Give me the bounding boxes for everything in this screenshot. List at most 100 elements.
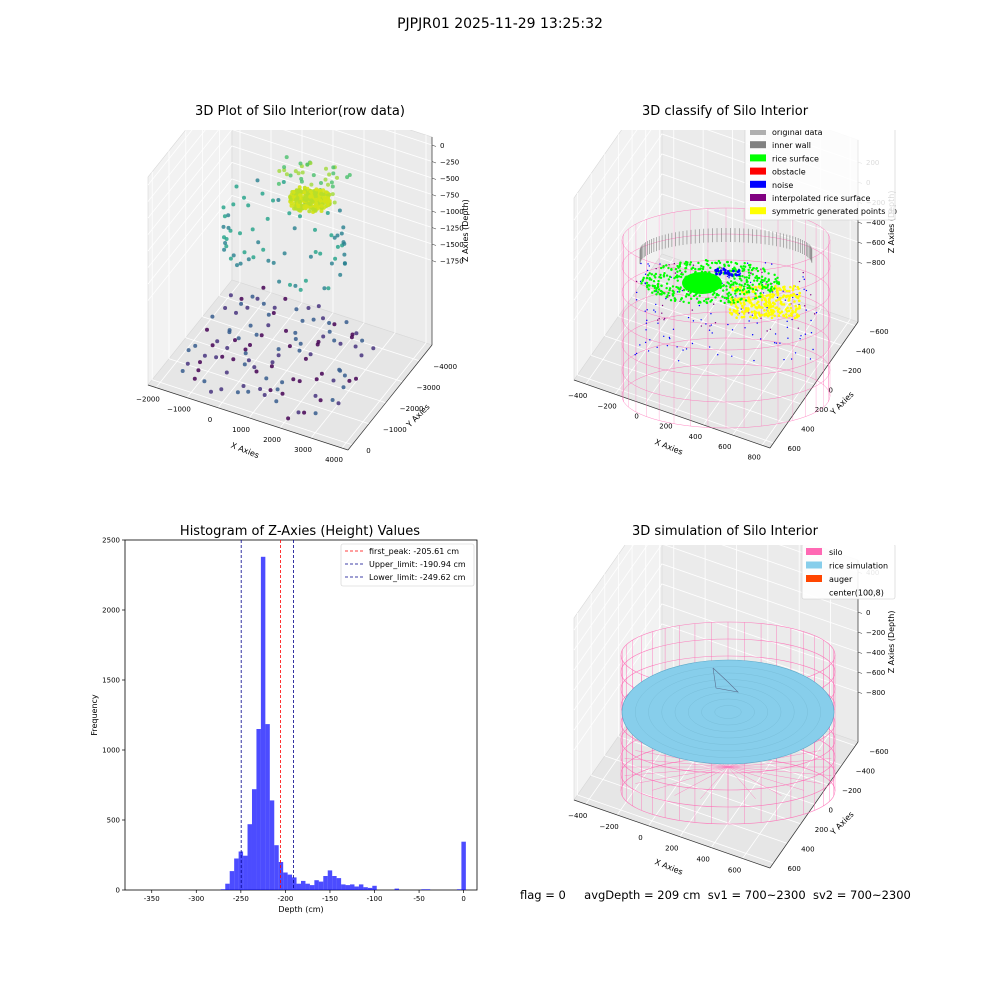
p2-rice-point <box>657 279 660 283</box>
p2-symmetric-point <box>739 302 743 305</box>
p2-noise-point <box>640 262 642 265</box>
p2-rice-point <box>705 301 708 304</box>
p1-data-point <box>287 344 292 349</box>
p2-symmetric-point <box>760 298 764 302</box>
p1-data-point <box>299 179 304 184</box>
p2-symmetric-point <box>728 308 732 311</box>
p2-noise-point <box>666 344 669 347</box>
p1-data-point <box>210 314 215 319</box>
p2-symmetric-point <box>774 299 778 302</box>
p2-symmetric-point <box>783 285 786 289</box>
p4-y-tick-label: 0 <box>828 806 832 814</box>
p2-y-tick-label: 600 <box>788 445 801 453</box>
p4-legend-swatch <box>806 548 822 555</box>
p2-rice-point <box>675 276 679 279</box>
p2-interp-point <box>760 317 762 319</box>
p1-data-point <box>313 411 318 416</box>
p1-data-point <box>226 213 231 218</box>
p2-noise-point <box>647 350 650 352</box>
p1-data-point <box>255 178 260 183</box>
p2-noise-point <box>805 289 808 292</box>
p2-rice-point <box>707 264 710 267</box>
p2-rice-point <box>758 295 761 298</box>
p1-data-point <box>250 227 255 232</box>
p1-data-point <box>293 337 298 341</box>
p2-symmetric-point <box>787 289 791 293</box>
p1-data-point <box>238 231 242 236</box>
p1-data-point <box>246 358 251 363</box>
p2-noise-point <box>796 293 798 296</box>
p1-data-point <box>308 254 313 259</box>
p2-rice-point <box>656 282 660 286</box>
p1-data-point <box>321 188 326 193</box>
p2-noise-point <box>784 299 787 301</box>
p2-symmetric-point <box>785 310 789 313</box>
p2-noise-point <box>685 348 688 350</box>
p2-symmetric-point <box>742 312 746 315</box>
p2-rice-point <box>774 277 777 281</box>
p2-rice-point <box>702 299 706 303</box>
p2-noise-point <box>815 311 818 314</box>
p1-data-point <box>264 376 269 381</box>
p3-legend-label: Lower_limit: -249.62 cm <box>369 573 466 582</box>
p2-noise-point <box>682 349 684 351</box>
p1-data-point <box>222 214 227 219</box>
p2-rice-point <box>747 289 750 293</box>
p3-histogram-bar <box>283 872 288 890</box>
p2-rice-point <box>670 267 673 271</box>
p2-symmetric-point <box>794 310 797 314</box>
p2-rice-point <box>765 280 769 284</box>
p1-gridline-y <box>185 337 386 404</box>
p1-data-point <box>329 261 334 266</box>
p2-rice-point <box>745 280 748 284</box>
p1-data-point <box>330 184 335 189</box>
p1-x-axis-line <box>147 384 349 451</box>
p1-data-point <box>243 351 248 356</box>
p2-rice-point <box>729 280 733 283</box>
p2-rice-point <box>747 276 751 280</box>
p3-histogram-bar <box>269 800 275 890</box>
p2-rice-point <box>747 271 751 274</box>
p2-rice-point <box>741 269 744 273</box>
p2-interp-point <box>802 271 804 274</box>
p1-data-point <box>231 253 236 258</box>
p2-rice-point <box>741 274 744 278</box>
p2-symmetric-point <box>779 300 783 304</box>
p3-histogram-bar <box>274 845 279 890</box>
p2-rice-point <box>676 286 680 289</box>
p1-gridline-x <box>341 342 427 449</box>
p2-noise-point <box>710 313 712 315</box>
p2-rice-point <box>689 261 693 264</box>
p2-rice-point <box>748 284 751 288</box>
p1-data-point <box>332 200 337 205</box>
p2-z-tick-label: −800 <box>866 259 885 267</box>
p2-gridline-x <box>761 319 851 446</box>
p2-symmetric-point <box>797 299 801 303</box>
p1-data-point <box>284 155 289 160</box>
p2-rice-point <box>694 267 697 271</box>
p2-rice-point <box>678 269 682 272</box>
p2-interp-point <box>663 317 666 320</box>
p3-plot-area <box>124 539 478 891</box>
p1-data-point <box>359 353 364 358</box>
p2-rice-point <box>727 299 730 303</box>
p2-x-axis-label: X Axies <box>653 437 684 456</box>
p4-silo-floor-spoke <box>624 758 729 768</box>
p2-legend-label: interpolated rice surface <box>772 194 870 203</box>
p4-x-tick-label: −400 <box>568 812 587 820</box>
p2-z-axis-label: Z Axies (Depth) <box>887 191 896 254</box>
p2-rice-point <box>722 284 725 288</box>
p1-y-tick-label: −3000 <box>417 384 441 392</box>
p1-data-point <box>327 172 332 177</box>
p2-interp-point <box>713 303 715 305</box>
p2-rice-point <box>756 269 760 273</box>
p2-noise-cluster <box>737 273 741 277</box>
p1-data-point <box>314 187 319 192</box>
p1-data-point <box>307 209 312 214</box>
p1-data-point <box>202 379 207 384</box>
p2-rice-core <box>682 272 722 294</box>
p2-rice-point <box>645 281 649 285</box>
p2-noise-cluster <box>719 269 723 272</box>
p2-noise-point <box>803 288 805 290</box>
p2-rice-point <box>742 292 746 296</box>
